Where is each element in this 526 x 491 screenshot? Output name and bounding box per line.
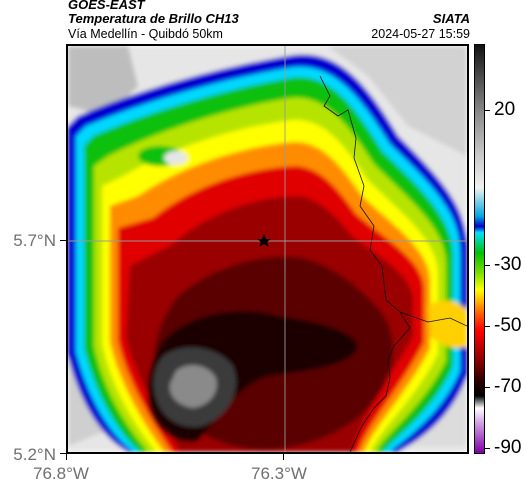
colorbar-label-20: 20 [494,99,516,120]
colorbar-tick-20 [485,110,490,111]
colorbar-label-minus50: -50 [494,315,522,336]
star-icon [257,234,271,247]
lat-label-2: 5.2°N [13,445,56,464]
lon-tick-1 [66,454,67,460]
colorbar-tick-minus70 [485,387,490,388]
lon-label-2: 76.3°W [251,464,307,483]
colorbar-label-minus70: -70 [494,376,522,397]
product-title: Temperatura de Brillo CH13 [68,11,239,26]
colorbar-label-minus30: -30 [494,254,522,275]
colorbar-tick-minus90 [485,448,490,449]
colorbar-tick-minus30 [485,265,490,266]
lat-tick-2 [60,453,66,454]
colorbar-tick-minus50 [485,326,490,327]
brightness-temperature-field [68,46,467,452]
satellite-source: GOES-EAST [68,0,145,12]
colorbar-label-minus90: -90 [494,437,522,458]
temperature-colorbar [474,44,485,454]
lon-label-1: 76.8°W [33,464,89,483]
satellite-map[interactable] [66,44,469,454]
lat-label-1: 5.7°N [13,231,56,250]
lon-tick-2 [283,454,284,460]
timestamp-label: 2024-05-27 15:59 [371,27,470,41]
department-boundary [319,75,411,452]
lat-tick-1 [60,240,66,241]
organization-label: SIATA [432,11,470,26]
region-label: Vía Medellín - Quibdó 50km [68,27,223,41]
